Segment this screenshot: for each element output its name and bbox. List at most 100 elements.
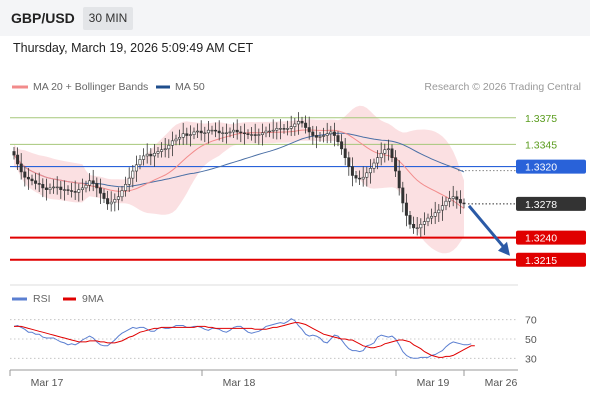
candle-body [282, 128, 286, 130]
level-tag-1.3320 [516, 159, 586, 174]
candle-body [84, 184, 88, 189]
candle-body [210, 129, 214, 132]
forecast-arrow-head [498, 241, 510, 256]
candle-body [239, 131, 243, 134]
candle-body [289, 126, 293, 129]
candles [12, 112, 466, 238]
candle-body [390, 148, 394, 159]
candle-body [178, 136, 182, 140]
candle-body [455, 196, 459, 200]
bollinger-band [14, 105, 464, 254]
candle-body [127, 177, 131, 185]
candle-body [397, 170, 401, 189]
candle-body [426, 217, 430, 222]
level-label-1.3345: 1.3345 [525, 139, 557, 151]
candle-body [95, 183, 99, 189]
candle-body [199, 130, 203, 134]
candle-body [322, 135, 326, 137]
candle-body [433, 212, 437, 217]
candle-body [109, 201, 113, 205]
candle-body [188, 134, 192, 136]
ma50-legend-label: MA 50 [175, 81, 205, 93]
candle-body [257, 134, 261, 136]
x-axis: Mar 17 Mar 18 Mar 19 Mar 26 [9, 369, 518, 389]
chart-datetime: Thursday, March 19, 2026 5:09:49 AM CET [13, 41, 254, 55]
candle-body [37, 183, 41, 185]
candle-body [293, 123, 297, 127]
candle-body [12, 151, 16, 156]
rsi-ma-line [14, 322, 475, 358]
candle-body [451, 196, 455, 199]
candle-body [368, 168, 372, 174]
candle-body [152, 152, 156, 157]
candle-body [124, 184, 128, 191]
candle-body [102, 192, 106, 199]
candle-body [415, 227, 419, 229]
candle-body [134, 164, 138, 172]
x-tick-label: Mar 19 [417, 377, 450, 389]
candle-body [80, 187, 84, 190]
candle-body [113, 199, 117, 203]
candle-body [336, 135, 340, 143]
candle-body [242, 132, 246, 135]
candle-body [264, 130, 268, 134]
candle-body [235, 129, 239, 133]
candle-body [329, 131, 333, 135]
symbol-title: GBP/USD [11, 10, 75, 26]
candle-body [307, 127, 311, 133]
candle-body [196, 130, 200, 133]
candle-body [379, 152, 383, 159]
candle-body [163, 148, 167, 151]
level-tag-1.3240 [516, 230, 586, 245]
candle-body [250, 134, 254, 136]
candle-body [23, 171, 27, 178]
rsi-legend-label: RSI [33, 293, 51, 305]
candle-body [30, 178, 34, 182]
candle-body [253, 134, 257, 136]
ma20-line [13, 129, 465, 209]
candle-body [354, 175, 358, 179]
candle-body [73, 191, 77, 193]
candle-body [206, 129, 210, 134]
candle-body [246, 133, 250, 135]
candle-body [271, 129, 275, 132]
candle-body [318, 136, 322, 138]
rsi-line [13, 318, 472, 359]
candle-body [221, 132, 225, 134]
candle-body [145, 153, 149, 157]
candle-body [383, 149, 387, 154]
candle-body [167, 144, 171, 150]
candle-body [120, 190, 124, 198]
candle-body [386, 148, 390, 151]
candle-body [401, 187, 405, 204]
candle-body [44, 187, 48, 190]
x-tick-label: Mar 18 [223, 377, 256, 389]
candle-body [268, 130, 272, 133]
candle-body [88, 180, 92, 186]
level-label-1.3320: 1.3320 [525, 162, 557, 174]
candle-body [440, 205, 444, 211]
credit-text: Research © 2026 Trading Central [424, 81, 581, 93]
rsi-ma-legend-label: 9MA [82, 293, 104, 305]
candle-body [55, 186, 59, 189]
candle-body [422, 221, 426, 225]
candle-body [66, 189, 70, 191]
x-tick-label: Mar 17 [31, 377, 64, 389]
timeframe-button[interactable]: 30 MIN [83, 7, 133, 30]
candle-body [448, 198, 452, 202]
candle-body [48, 187, 52, 190]
candle-body [214, 129, 218, 132]
candle-body [138, 159, 142, 166]
candle-body [131, 170, 135, 179]
candle-body [34, 180, 38, 184]
candle-body [91, 180, 95, 184]
level-label-1.3215: 1.3215 [525, 255, 557, 267]
rsi-tick-label: 50 [525, 334, 537, 346]
forecast-arrow-shaft [467, 204, 508, 251]
candle-body [232, 129, 236, 133]
candle-body [98, 187, 102, 194]
candle-body [278, 128, 282, 130]
candle-body [419, 223, 423, 229]
candle-body [224, 132, 228, 134]
candle-body [311, 131, 315, 136]
